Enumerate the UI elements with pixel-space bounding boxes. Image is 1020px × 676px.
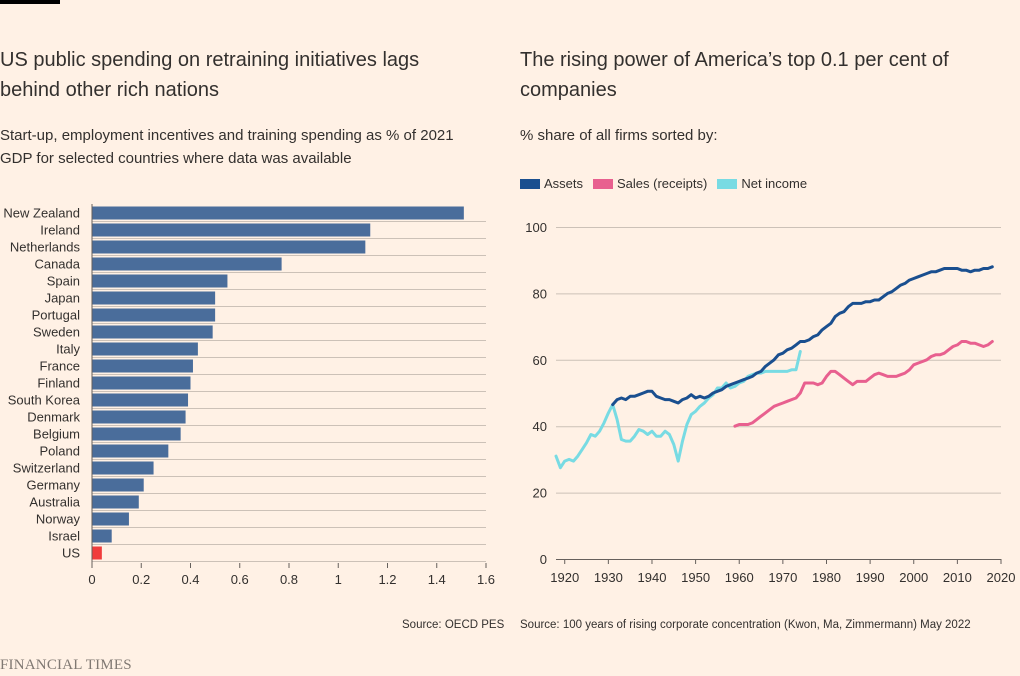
left-subtitle-line-2: GDP for selected countries where data wa… — [0, 150, 352, 167]
bar — [92, 325, 213, 339]
x-tick-label: 1950 — [681, 570, 710, 585]
legend-item-sales: Sales (receipts) — [593, 176, 707, 191]
bar — [92, 308, 216, 322]
category-label: Denmark — [27, 410, 80, 425]
x-tick-label: 1940 — [638, 570, 667, 585]
category-label: US — [62, 546, 80, 561]
x-tick-label: 0.2 — [132, 572, 150, 587]
ft-logo-text: FINANCIAL TIMES — [0, 657, 132, 673]
left-chart-subtitle: Start-up, employment incentives and trai… — [0, 124, 500, 170]
right-title-line-1: The rising power of America’s top 0.1 pe… — [520, 49, 949, 71]
legend-label-sales: Sales (receipts) — [617, 176, 708, 191]
category-label: South Korea — [8, 393, 81, 408]
x-tick-label: 2000 — [899, 570, 928, 585]
category-label: Switzerland — [13, 461, 80, 476]
bar — [92, 359, 193, 373]
category-label: Poland — [40, 444, 80, 459]
category-label: Finland — [37, 376, 80, 391]
y-tick-label: 100 — [525, 220, 547, 235]
bar — [92, 444, 169, 458]
x-tick-label: 1980 — [812, 570, 841, 585]
y-tick-label: 80 — [533, 286, 547, 301]
legend-label-net-income: Net income — [741, 176, 808, 191]
category-label: Norway — [36, 512, 81, 527]
x-tick-label: 0 — [88, 572, 95, 587]
category-label: Australia — [29, 495, 80, 510]
bar — [92, 495, 139, 509]
y-tick-label: 0 — [540, 552, 547, 567]
legend-swatch-sales — [593, 178, 614, 189]
left-title-line-1: US public spending on retraining initiat… — [0, 49, 420, 71]
bar — [92, 529, 112, 543]
left-title-line-2: behind other rich nations — [0, 79, 220, 101]
x-tick-label: 1930 — [594, 570, 623, 585]
x-tick-label: 1.6 — [477, 572, 495, 587]
x-tick-label: 1960 — [725, 570, 754, 585]
right-title-line-2: companies — [520, 79, 617, 101]
x-tick-label: 2010 — [943, 570, 972, 585]
category-label: New Zealand — [3, 206, 80, 221]
bar — [92, 410, 186, 424]
x-tick-label: 1920 — [550, 570, 579, 585]
bar — [92, 478, 144, 492]
category-label: Netherlands — [10, 240, 81, 255]
line-chart-legend: Assets Sales (receipts) Net income — [520, 176, 807, 191]
bar — [92, 257, 282, 271]
legend-item-assets: Assets — [520, 176, 583, 191]
legend-label-assets: Assets — [544, 176, 584, 191]
y-tick-label: 20 — [533, 486, 547, 501]
bar — [92, 546, 102, 560]
category-label: Belgium — [33, 427, 80, 442]
ft-top-bar — [0, 0, 60, 4]
right-source-note: Source: 100 years of rising corporate co… — [520, 619, 971, 631]
x-tick-label: 1.2 — [378, 572, 396, 587]
x-tick-label: 0.6 — [231, 572, 249, 587]
bar — [92, 512, 129, 526]
category-label: Canada — [34, 257, 80, 272]
series-line-assets — [611, 265, 994, 407]
bar — [92, 274, 228, 288]
series-line-sales-receipts — [733, 340, 994, 428]
left-subtitle-line-1: Start-up, employment incentives and trai… — [0, 127, 454, 144]
bar — [92, 291, 216, 305]
category-label: Israel — [48, 529, 80, 544]
bar — [92, 427, 181, 441]
left-source-note: Source: OECD PES — [402, 619, 505, 631]
bar — [92, 393, 189, 407]
x-tick-label: 0.4 — [181, 572, 199, 587]
category-label: Spain — [47, 274, 80, 289]
x-tick-label: 1.4 — [428, 572, 446, 587]
bar — [92, 376, 191, 390]
bar — [92, 342, 198, 356]
y-tick-label: 60 — [533, 353, 547, 368]
bar — [92, 206, 464, 220]
legend-item-net-income: Net income — [717, 176, 807, 191]
right-chart-subtitle: % share of all firms sorted by: — [520, 127, 718, 144]
legend-swatch-assets — [520, 178, 540, 189]
bar — [92, 240, 366, 254]
category-label: Italy — [56, 342, 80, 357]
category-label: France — [40, 359, 80, 374]
legend-swatch-net-income — [717, 178, 738, 189]
bar — [92, 223, 371, 237]
x-tick-label: 2020 — [987, 570, 1016, 585]
category-label: Sweden — [33, 325, 80, 340]
category-label: Japan — [45, 291, 80, 306]
category-label: Ireland — [40, 223, 80, 238]
right-chart-title: The rising power of America’s top 0.1 pe… — [520, 45, 1010, 105]
x-tick-label: 1 — [335, 572, 342, 587]
category-label: Portugal — [32, 308, 81, 323]
bar — [92, 461, 154, 475]
left-chart-title: US public spending on retraining initiat… — [0, 45, 500, 105]
category-label: Germany — [27, 478, 81, 493]
x-tick-label: 1990 — [856, 570, 885, 585]
x-tick-label: 0.8 — [280, 572, 298, 587]
y-tick-label: 40 — [533, 419, 547, 434]
x-tick-label: 1970 — [768, 570, 797, 585]
